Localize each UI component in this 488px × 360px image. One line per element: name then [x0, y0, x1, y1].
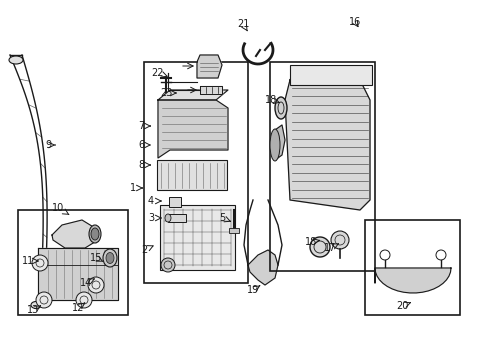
Ellipse shape: [106, 252, 114, 264]
Ellipse shape: [269, 129, 280, 161]
Ellipse shape: [103, 249, 117, 267]
Text: 1: 1: [130, 183, 136, 193]
Polygon shape: [38, 248, 118, 300]
Ellipse shape: [274, 97, 286, 119]
Text: 22: 22: [151, 68, 164, 78]
Text: 2: 2: [141, 245, 147, 255]
Polygon shape: [200, 86, 222, 94]
Polygon shape: [158, 100, 227, 158]
Text: 4: 4: [148, 196, 154, 206]
Text: 3: 3: [148, 213, 154, 223]
Text: 8: 8: [138, 160, 144, 170]
Text: 19: 19: [246, 285, 259, 295]
Polygon shape: [285, 70, 369, 210]
Circle shape: [36, 292, 52, 308]
Bar: [228, 228, 239, 233]
Bar: [18, 210, 128, 315]
Ellipse shape: [9, 56, 23, 64]
Circle shape: [161, 258, 175, 272]
Polygon shape: [52, 220, 98, 248]
Text: 15: 15: [90, 253, 102, 263]
Polygon shape: [271, 125, 285, 160]
Ellipse shape: [89, 225, 101, 243]
Text: 23: 23: [160, 88, 172, 98]
Text: 7: 7: [138, 121, 144, 131]
Bar: [269, 62, 374, 271]
Text: 11: 11: [22, 256, 34, 266]
Text: 13: 13: [27, 305, 39, 315]
Text: 21: 21: [236, 19, 249, 29]
Circle shape: [32, 255, 48, 271]
Ellipse shape: [164, 214, 171, 222]
Bar: [168, 214, 185, 222]
Circle shape: [309, 237, 329, 257]
Bar: [169, 197, 181, 207]
Text: 10: 10: [52, 203, 64, 213]
Text: 12: 12: [72, 303, 84, 313]
Text: 14: 14: [80, 278, 92, 288]
Bar: [143, 62, 247, 283]
Circle shape: [88, 277, 104, 293]
Text: 17: 17: [323, 243, 336, 253]
Text: 9: 9: [45, 140, 51, 150]
Text: 20: 20: [395, 301, 407, 311]
Bar: [160, 205, 235, 270]
Bar: [289, 65, 371, 85]
Polygon shape: [247, 250, 278, 285]
Text: 5: 5: [219, 213, 224, 223]
Polygon shape: [374, 268, 450, 293]
Circle shape: [330, 231, 348, 249]
Text: 18: 18: [264, 95, 277, 105]
Text: 16: 16: [348, 17, 360, 27]
Bar: [364, 220, 459, 315]
Text: 18: 18: [304, 237, 317, 247]
Circle shape: [76, 292, 92, 308]
Ellipse shape: [31, 302, 41, 309]
Text: 6: 6: [138, 140, 144, 150]
Ellipse shape: [91, 228, 99, 240]
Polygon shape: [158, 90, 227, 100]
Bar: [157, 160, 226, 190]
Polygon shape: [197, 55, 222, 78]
